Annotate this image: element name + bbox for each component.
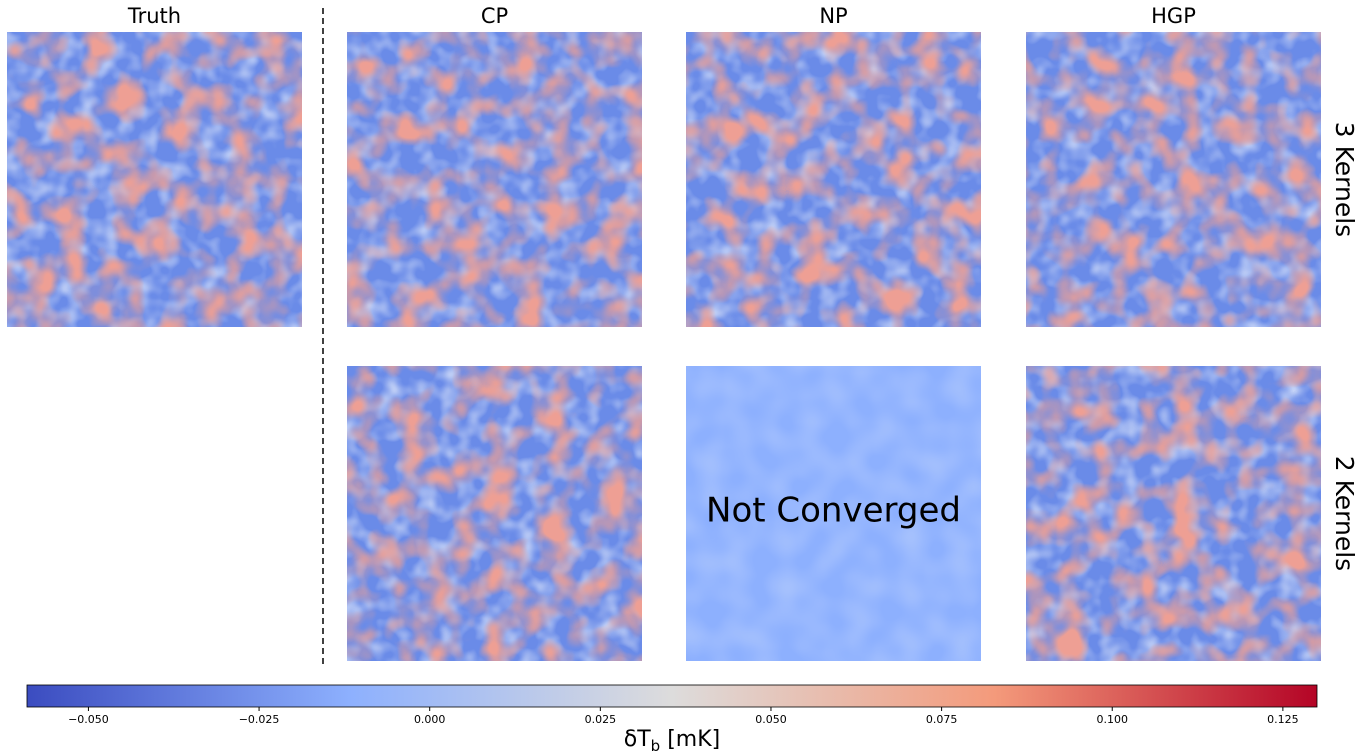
column-title: HGP <box>1151 4 1196 28</box>
annotation: Not Converged <box>706 491 961 531</box>
tick-label: 0.025 <box>585 713 617 726</box>
colorbar <box>26 684 1318 708</box>
tick-label: 0.100 <box>1096 713 1128 726</box>
tick-label: −0.050 <box>68 713 109 726</box>
heatmap-panel <box>347 366 642 661</box>
heatmap-panel <box>1026 32 1321 327</box>
tick-label: 0.050 <box>755 713 787 726</box>
panels <box>7 32 1321 661</box>
heatmap-texture <box>686 366 981 661</box>
heatmap-panel <box>7 32 302 327</box>
column-title: Truth <box>127 4 181 28</box>
tick-label: 0.125 <box>1267 713 1299 726</box>
heatmap-hot <box>1026 32 1321 327</box>
column-title: CP <box>481 4 508 28</box>
heatmap-hot <box>686 32 981 327</box>
colorbar-label: δTb [mK] <box>624 727 720 753</box>
heatmap-hot <box>1026 366 1321 661</box>
tick-label: −0.025 <box>239 713 280 726</box>
column-title: NP <box>819 4 847 28</box>
heatmap-hot <box>347 366 642 661</box>
heatmap-panel <box>347 32 642 327</box>
tick-label: 0.075 <box>926 713 958 726</box>
tick-label: 0.000 <box>414 713 446 726</box>
row-label: 3 Kernels <box>1330 122 1359 237</box>
heatmap-panel <box>686 32 981 327</box>
heatmap-panel <box>686 366 981 661</box>
heatmap-panel <box>1026 366 1321 661</box>
row-label: 2 Kernels <box>1330 456 1359 571</box>
heatmap-hot <box>347 32 642 327</box>
heatmap-hot <box>7 32 302 327</box>
